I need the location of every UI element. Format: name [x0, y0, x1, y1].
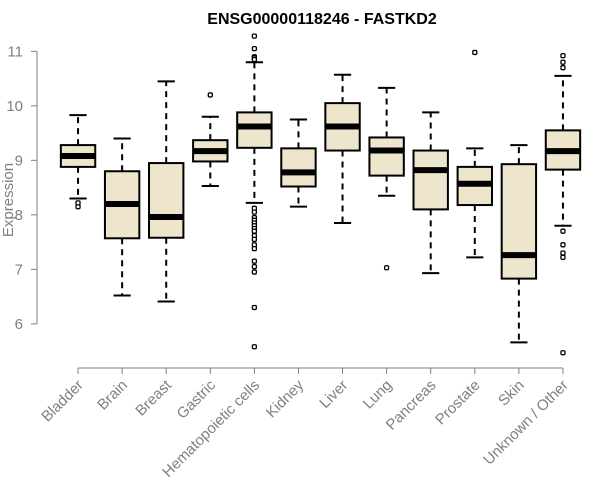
iqr-box	[236, 111, 273, 149]
outlier-point	[251, 56, 258, 63]
iqr-box	[500, 163, 538, 280]
outlier-point	[560, 65, 566, 71]
box-unknown-other	[544, 53, 582, 356]
box-liver	[324, 73, 361, 225]
outlier-point	[560, 250, 566, 256]
box-brain	[103, 137, 141, 297]
outlier-point	[560, 350, 566, 356]
y-tick-label: 10	[6, 98, 23, 115]
outlier-point	[383, 265, 390, 271]
box-bladder	[59, 114, 97, 210]
outlier-point	[251, 304, 258, 311]
outlier-point	[251, 236, 258, 243]
outlier-point	[251, 263, 258, 270]
outlier-point	[560, 53, 566, 59]
iqr-box	[368, 136, 405, 177]
x-tick-label: Breast	[132, 376, 175, 419]
outlier-point	[251, 344, 258, 350]
outlier-point	[560, 254, 566, 261]
y-tick-label: 11	[7, 43, 23, 60]
outlier-point	[251, 269, 258, 275]
y-tick-label: 8	[15, 207, 23, 224]
y-tick-label: 6	[15, 316, 23, 333]
box-prostate	[456, 49, 493, 259]
iqr-box	[148, 162, 185, 239]
outlier-point	[560, 228, 566, 234]
outlier-point	[251, 228, 258, 234]
y-tick-label: 7	[15, 261, 23, 278]
x-tick-label: Bladder	[38, 377, 87, 426]
x-tick-label: Prostate	[432, 377, 484, 429]
outlier-point	[472, 49, 478, 56]
x-tick-label: Lung	[360, 377, 396, 413]
x-tick-label: Liver	[316, 377, 351, 412]
outlier-point	[251, 245, 258, 252]
plot-area	[59, 33, 582, 356]
outlier-point	[207, 92, 213, 98]
box-hematopoietic-cells	[236, 33, 273, 350]
outlier-point	[75, 200, 81, 206]
outlier-point	[560, 242, 566, 248]
chart-title: ENSG00000118246 - FASTKD2	[207, 11, 437, 28]
x-tick-label: Skin	[495, 377, 528, 410]
outlier-point	[560, 59, 566, 65]
y-tick-label: 9	[15, 152, 23, 169]
outlier-point	[251, 258, 258, 264]
box-pancreas	[412, 111, 449, 275]
box-skin	[500, 144, 538, 344]
x-tick-label: Kidney	[263, 376, 308, 421]
outlier-point	[251, 209, 258, 215]
x-tick-label: Brain	[94, 377, 131, 414]
box-gastric	[192, 92, 229, 187]
outlier-point	[251, 45, 258, 52]
y-axis-title: Expression	[0, 163, 17, 237]
box-kidney	[280, 118, 317, 208]
y-axis: 6 7 8 9 10 11	[6, 43, 38, 333]
outlier-point	[251, 33, 258, 39]
box-lung	[368, 86, 405, 271]
box-breast	[148, 80, 185, 303]
iqr-box	[280, 147, 317, 188]
iqr-box	[412, 149, 449, 211]
